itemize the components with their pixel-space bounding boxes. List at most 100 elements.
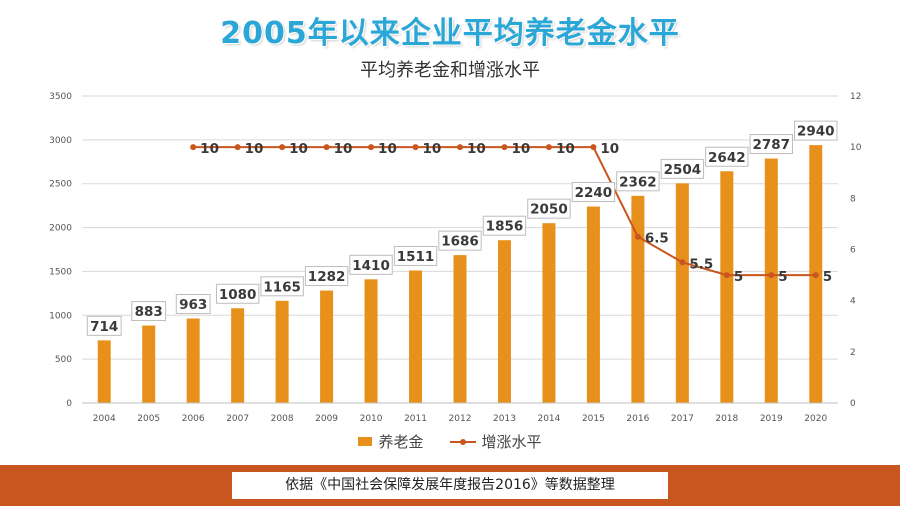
bar-value-label: 2240 xyxy=(575,185,613,201)
line-value-label: 10 xyxy=(200,141,219,157)
bar xyxy=(364,279,378,403)
line-value-label: 10 xyxy=(556,141,575,157)
bar-value-label-box xyxy=(749,134,793,155)
line-point xyxy=(812,272,819,279)
line-point xyxy=(190,144,197,151)
line-value-label: 10 xyxy=(289,141,308,157)
line-value-label: 5 xyxy=(778,269,787,285)
legend: 养老金 增涨水平 xyxy=(0,431,900,452)
bar xyxy=(675,183,689,403)
bar xyxy=(453,255,467,403)
bar-value-label-box xyxy=(175,294,211,315)
y-tick-label-right: 8 xyxy=(850,194,856,204)
x-tick-label: 2018 xyxy=(715,414,738,424)
line-point xyxy=(634,233,641,240)
legend-label-line: 增涨水平 xyxy=(481,433,542,451)
y-tick-label-right: 12 xyxy=(850,92,861,102)
line-value-label: 10 xyxy=(334,141,353,157)
bar-value-label-box xyxy=(482,215,527,236)
bar-value-label-box xyxy=(660,158,705,179)
y-tick-label-left: 2000 xyxy=(49,224,72,234)
bar xyxy=(97,340,111,403)
line-value-label: 10 xyxy=(600,141,619,157)
line-point xyxy=(234,144,241,151)
line-point xyxy=(679,259,686,266)
legend-line-swatch xyxy=(449,437,476,447)
x-tick-label: 2014 xyxy=(537,414,560,424)
bar-value-label: 2362 xyxy=(619,174,657,190)
x-tick-label: 2006 xyxy=(182,414,205,424)
bar-value-label-box xyxy=(260,276,304,297)
bar-value-label-box xyxy=(616,171,660,192)
bar-value-label: 2642 xyxy=(708,150,746,166)
bar xyxy=(542,223,556,403)
line-value-label: 5.5 xyxy=(689,256,713,272)
x-tick-label: 2012 xyxy=(449,414,472,424)
x-tick-label: 2016 xyxy=(626,414,649,424)
x-tick-label: 2008 xyxy=(271,414,294,424)
bar-value-label: 1080 xyxy=(219,287,257,303)
bar-value-label-box xyxy=(215,283,260,304)
bar-value-label-box xyxy=(393,245,438,266)
bar-value-label: 1282 xyxy=(308,269,346,285)
bar xyxy=(231,308,245,403)
y-tick-label-left: 1500 xyxy=(49,267,72,277)
legend-item-bar: 养老金 xyxy=(358,431,424,452)
y-tick-label-left: 3500 xyxy=(49,92,72,102)
line-value-label: 5 xyxy=(823,269,832,285)
x-tick-label: 2004 xyxy=(93,414,116,424)
x-tick-label: 2011 xyxy=(404,414,427,424)
y-tick-label-left: 3000 xyxy=(49,136,72,146)
y-tick-label-left: 1000 xyxy=(49,311,72,321)
line-value-label: 10 xyxy=(467,141,486,157)
line-value-label: 10 xyxy=(511,141,530,157)
bar xyxy=(142,325,156,403)
y-tick-label-right: 4 xyxy=(850,297,856,307)
line-point xyxy=(279,144,286,151)
line-point xyxy=(412,144,419,151)
bar-value-label-box xyxy=(131,301,167,322)
line-point xyxy=(501,144,508,151)
line-point xyxy=(545,144,552,151)
bar xyxy=(275,300,289,403)
bar-value-label-box xyxy=(86,315,122,336)
chart-subtitle: 平均养老金和增涨水平 xyxy=(360,60,540,81)
legend-bar-swatch xyxy=(358,437,373,446)
x-tick-label: 2007 xyxy=(226,414,249,424)
line-value-label: 10 xyxy=(245,141,264,157)
bar-value-label-box xyxy=(705,146,749,167)
bar xyxy=(631,195,645,403)
bar-value-label: 1686 xyxy=(441,234,479,250)
line-point xyxy=(723,272,730,279)
bar xyxy=(186,318,200,403)
line-point xyxy=(457,144,463,151)
y-tick-label-left: 0 xyxy=(66,399,72,409)
y-tick-label-right: 6 xyxy=(850,246,856,256)
y-tick-label-right: 0 xyxy=(850,399,856,409)
bar-value-label: 714 xyxy=(90,319,118,335)
x-tick-label: 2020 xyxy=(804,414,827,424)
line-value-label: 10 xyxy=(423,141,442,157)
bar-value-label: 2940 xyxy=(797,124,835,140)
line-value-label: 10 xyxy=(378,141,397,157)
line-point xyxy=(368,144,375,151)
footer-note: 依据《中国社会保障发展年度报告2016》等数据整理 xyxy=(232,472,668,499)
bar-value-label: 1856 xyxy=(486,219,524,235)
bar xyxy=(764,158,778,403)
line-point xyxy=(590,144,597,151)
line-point xyxy=(323,144,330,151)
y-tick-label-left: 2500 xyxy=(49,180,72,190)
line-point xyxy=(768,272,775,279)
footer-band: 依据《中国社会保障发展年度报告2016》等数据整理 xyxy=(0,465,900,506)
bar xyxy=(497,240,511,403)
bar-value-label: 963 xyxy=(179,297,207,313)
x-tick-label: 2005 xyxy=(137,414,160,424)
bar-value-label-box xyxy=(304,266,349,287)
bar-value-label: 1511 xyxy=(397,249,435,265)
y-tick-label-left: 500 xyxy=(55,355,72,365)
x-tick-label: 2013 xyxy=(493,414,516,424)
bar-value-label: 883 xyxy=(135,304,163,320)
bar xyxy=(320,290,334,403)
x-tick-label: 2015 xyxy=(582,414,605,424)
